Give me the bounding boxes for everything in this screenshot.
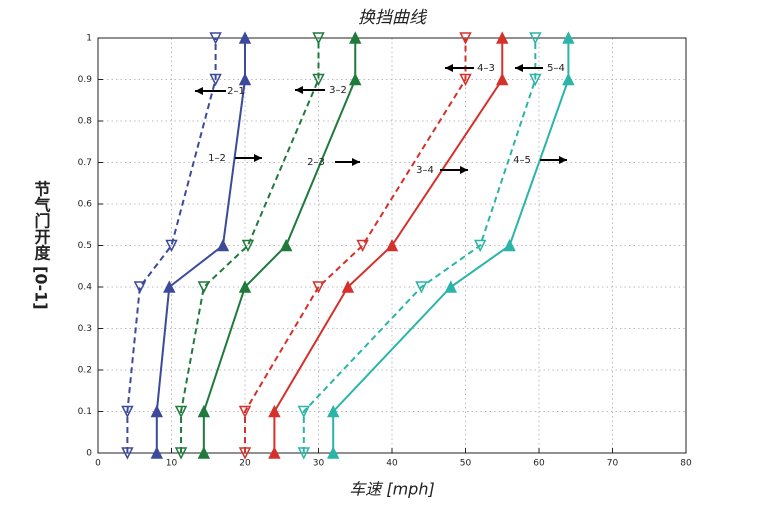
marker [529,73,542,87]
annotation: 4–5 [513,155,531,166]
annotation: 4–3 [477,63,495,74]
marker [349,31,362,44]
marker [165,239,178,253]
annotation: 2–3 [307,157,325,168]
y-tick-label: 0.7 [78,158,92,168]
y-tick-label: 0.3 [78,324,92,334]
marker [297,405,311,419]
marker [133,281,147,294]
marker [496,72,509,86]
marker [385,238,399,252]
marker [150,404,164,418]
series-line [273,38,504,453]
marker [312,32,325,45]
marker [326,446,340,459]
y-axis-label: 节气门开度 [0-1] [32,180,52,310]
marker [197,404,211,418]
marker [174,405,188,419]
marker [268,446,281,459]
x-tick-label: 0 [95,459,101,469]
x-tick-label: 10 [166,459,178,469]
marker [459,73,472,87]
x-tick-label: 40 [386,459,398,469]
marker [238,280,252,293]
marker [121,405,134,419]
arrow-head [254,154,262,162]
arrow-head [295,86,303,94]
arrow-head [559,156,567,164]
marker [268,404,281,418]
series-line [155,38,246,453]
marker [496,31,509,44]
y-tick-label: 0 [86,449,92,459]
series-line [180,38,320,453]
annotation: 1–2 [208,153,226,164]
marker [297,447,311,460]
marker [197,446,211,459]
marker [415,281,428,294]
marker [209,73,222,87]
series-line [332,38,570,453]
x-tick-label: 20 [239,459,251,469]
series-line [244,38,467,453]
x-tick-label: 30 [313,459,325,469]
marker [150,446,164,459]
annotation: 2–1 [227,86,245,97]
y-tick-label: 0.1 [78,407,92,417]
x-tick-label: 60 [533,459,545,469]
marker [209,32,222,45]
series-line [202,38,357,453]
series-line [126,38,217,453]
x-tick-label: 70 [607,459,619,469]
marker [216,238,230,252]
marker [238,405,252,419]
marker [444,280,458,293]
marker [174,447,188,460]
marker [459,32,472,45]
y-tick-label: 0.6 [78,200,93,210]
x-tick-label: 50 [460,459,472,469]
series-line [302,38,537,453]
annotation: 3–4 [416,165,434,176]
marker [121,447,134,460]
marker [241,239,255,253]
marker [312,73,325,87]
arrow-head [352,158,360,166]
marker [341,280,355,293]
y-tick-label: 0.2 [78,366,92,376]
annotation: 3–2 [329,85,347,96]
marker [356,239,369,253]
marker [238,72,252,86]
marker [197,281,211,294]
y-tick-label: 0.8 [78,117,93,127]
annotation: 5–4 [547,63,565,74]
marker [238,31,252,44]
y-tick-label: 1 [86,34,92,44]
chart-title: 换挡曲线 [358,8,428,28]
marker [562,72,575,86]
marker [312,281,325,294]
y-tick-label: 0.4 [78,283,93,293]
arrow-head [195,87,203,95]
marker [349,72,362,86]
y-tick-label: 0.5 [78,241,92,251]
marker [473,239,487,253]
plot-frame [97,37,687,454]
y-tick-label: 0.9 [78,75,93,85]
arrow-head [460,166,468,174]
marker [326,404,340,418]
marker [503,238,516,252]
marker [529,32,542,45]
marker [562,31,575,44]
marker [163,280,176,293]
arrow-head [445,64,453,72]
x-tick-label: 80 [680,459,692,469]
marker [238,447,252,460]
arrow-head [515,64,523,72]
marker [279,238,293,252]
x-axis-label: 车速 [mph] [349,480,434,499]
